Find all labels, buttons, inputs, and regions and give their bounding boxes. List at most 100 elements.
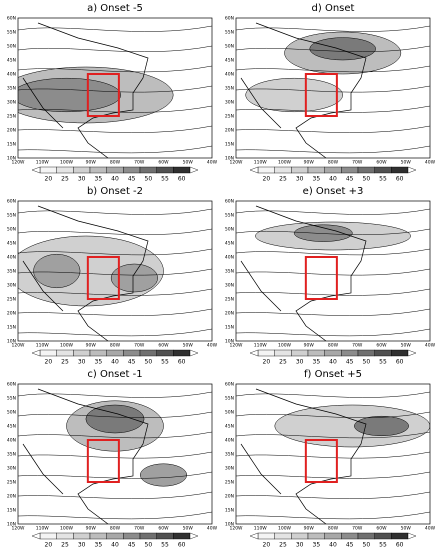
panel-title: b) Onset -2 xyxy=(87,186,143,197)
colorbar-box xyxy=(257,532,275,540)
panel: d) Onset 10N 15N 20N 25N 30N 35N 40N 45N 50N 55N 60… xyxy=(225,3,436,183)
colorbar-box xyxy=(73,349,91,357)
colorbar-label: 35 xyxy=(95,542,103,549)
colorbar-label: 25 xyxy=(61,542,69,549)
lat-label: 60N xyxy=(225,16,234,22)
contour xyxy=(236,125,430,133)
lat-label: 45N xyxy=(225,241,234,247)
colorbar-label: 60 xyxy=(396,542,404,549)
lat-label: 35N xyxy=(225,452,234,458)
lat-label: 55N xyxy=(7,30,16,36)
colorbar-label: 25 xyxy=(61,176,69,183)
lon-label: 60W xyxy=(376,526,387,532)
colorbar-box xyxy=(374,166,392,174)
colorbar-label: 50 xyxy=(363,176,371,183)
contour xyxy=(18,268,212,276)
lon-label: 50W xyxy=(401,343,412,349)
contour xyxy=(18,431,212,439)
lon-label: 50W xyxy=(183,343,194,349)
lat-label: 15N xyxy=(7,325,16,331)
lat-label: 60N xyxy=(7,16,16,22)
lat-label: 60N xyxy=(7,382,16,388)
colorbar-box xyxy=(73,532,91,540)
lon-label: 40W xyxy=(425,526,436,532)
colorbar-box xyxy=(274,532,292,540)
panel-title: a) Onset -5 xyxy=(87,3,143,14)
colorbar-label: 55 xyxy=(161,359,169,366)
lat-label: 45N xyxy=(7,241,16,247)
lon-label: 80W xyxy=(110,160,121,166)
lat-label: 50N xyxy=(225,410,234,416)
colorbar-box xyxy=(123,532,141,540)
lon-label: 40W xyxy=(425,343,436,349)
lon-label: 80W xyxy=(328,343,339,349)
lon-label: 110W xyxy=(254,160,268,166)
lon-label: 70W xyxy=(134,160,145,166)
contour xyxy=(236,228,430,235)
colorbar-label: 55 xyxy=(379,359,387,366)
colorbar-box xyxy=(307,349,325,357)
colorbar-label: 35 xyxy=(95,359,103,366)
colorbar-label: 20 xyxy=(45,176,53,183)
contour xyxy=(18,451,212,459)
colorbar-label: 60 xyxy=(396,176,404,183)
colorbar-box xyxy=(291,166,309,174)
colorbar-box xyxy=(257,349,275,357)
colorbar-label: 60 xyxy=(178,542,186,549)
contour xyxy=(18,208,212,215)
colorbar-box xyxy=(123,166,141,174)
contour xyxy=(236,511,430,520)
shading xyxy=(18,77,122,113)
colorbar-label: 30 xyxy=(296,176,304,183)
colorbar-label: 25 xyxy=(279,359,287,366)
colorbar-box xyxy=(73,166,91,174)
contour xyxy=(18,145,212,154)
contour xyxy=(18,411,212,418)
coastline xyxy=(22,22,149,158)
lon-label: 90W xyxy=(86,526,97,532)
lat-label: 55N xyxy=(225,396,234,402)
shading xyxy=(110,263,158,293)
map-content xyxy=(236,22,430,158)
lon-label: 90W xyxy=(304,526,315,532)
lon-label: 120W xyxy=(229,160,243,166)
lon-label: 60W xyxy=(376,343,387,349)
lat-label: 35N xyxy=(7,86,16,92)
colorbar-label: 60 xyxy=(396,359,404,366)
lon-label: 110W xyxy=(254,526,268,532)
lat-label: 10N xyxy=(225,339,234,345)
lat-label: 45N xyxy=(225,424,234,430)
lat-label: 15N xyxy=(225,142,234,148)
lon-label: 90W xyxy=(86,343,97,349)
colorbar-arrow xyxy=(249,532,417,540)
map-content xyxy=(236,205,430,341)
colorbar-box xyxy=(257,166,275,174)
contour xyxy=(236,491,430,499)
colorbar-box xyxy=(39,349,57,357)
panel-title: f) Onset +5 xyxy=(304,369,362,380)
panel: a) Onset -5 10N 15N 20N 25N 30N 35N 40N 45N 50N 55… xyxy=(7,3,218,183)
region-box xyxy=(304,439,338,483)
lon-label: 110W xyxy=(254,343,268,349)
lat-label: 25N xyxy=(225,297,234,303)
colorbar-label: 25 xyxy=(61,359,69,366)
lat-label: 40N xyxy=(7,438,16,444)
colorbar-label: 50 xyxy=(145,542,153,549)
lat-label: 55N xyxy=(225,30,234,36)
lon-label: 40W xyxy=(207,343,218,349)
contour xyxy=(18,248,212,256)
lon-label: 90W xyxy=(86,160,97,166)
lon-label: 40W xyxy=(207,160,218,166)
colorbar-box xyxy=(39,532,57,540)
lat-label: 10N xyxy=(225,156,234,162)
colorbar-label: 35 xyxy=(313,542,321,549)
lon-label: 70W xyxy=(352,343,363,349)
colorbar-label: 40 xyxy=(111,176,119,183)
contour xyxy=(236,25,430,32)
lat-label: 40N xyxy=(225,72,234,78)
colorbar-box xyxy=(324,349,342,357)
lat-label: 55N xyxy=(7,396,16,402)
map-frame xyxy=(235,17,431,159)
lat-label: 50N xyxy=(7,44,16,50)
lon-label: 90W xyxy=(304,160,315,166)
